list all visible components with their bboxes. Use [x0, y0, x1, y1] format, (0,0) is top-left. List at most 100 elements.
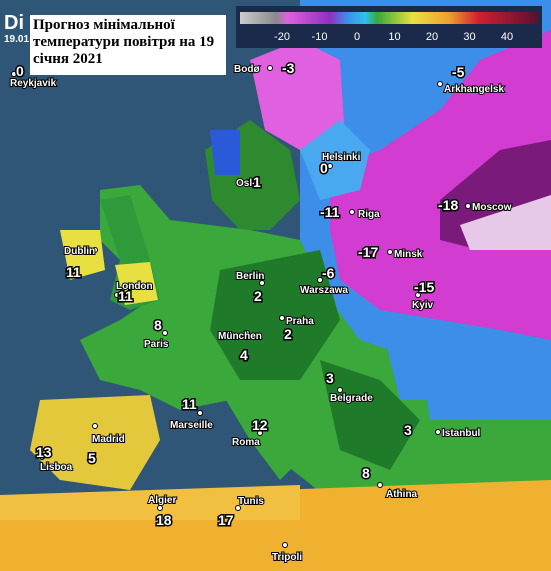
city-dot [435, 429, 441, 435]
legend-tick-label: 30 [463, 31, 475, 43]
legend-tick-label: 10 [388, 31, 400, 43]
city-dot [197, 410, 203, 416]
city-label: Tunis [238, 496, 264, 507]
temperature-label: 4 [240, 347, 248, 363]
temperature-label: 2 [254, 288, 262, 304]
city-label: London [116, 281, 153, 292]
legend-tick-label: 0 [354, 31, 360, 43]
temperature-label: 12 [252, 417, 268, 433]
region-norway-cold [210, 130, 240, 175]
city-label: Athina [386, 489, 418, 500]
day-label: Di [4, 12, 24, 34]
city-dot [282, 542, 288, 548]
title: Прогноз мінімальної температури повітря … [30, 15, 226, 75]
city-label: Kyiv [412, 300, 434, 311]
city-label: Minsk [394, 249, 423, 260]
temperature-label: 11 [182, 396, 197, 412]
city-label: Algier [148, 495, 176, 506]
region-africa-coast [0, 485, 300, 520]
temperature-label: -6 [322, 265, 335, 281]
temperature-label: 3 [326, 370, 334, 386]
temperature-label: -15 [414, 279, 434, 295]
city-label: Tripoli [272, 552, 302, 563]
city-dot [349, 209, 355, 215]
region-north-frost [250, 40, 345, 150]
temperature-label: 3 [404, 422, 412, 438]
temperature-label: 11 [118, 288, 133, 304]
city-label: Arkhangelsk [444, 84, 504, 95]
city-dot [92, 247, 98, 253]
region-ireland [60, 230, 105, 280]
city-dot [259, 280, 265, 286]
city-label: Warszawa [300, 285, 348, 296]
city-label: Reykjavik [10, 78, 57, 89]
city-label: Helsinki [322, 152, 361, 163]
city-label: Madrid [92, 434, 125, 445]
region-london [115, 262, 158, 305]
city-label: Lisboa [40, 462, 73, 473]
region-iberia [30, 395, 160, 490]
city-dot [327, 163, 333, 169]
date-label: 19.01 [4, 34, 30, 45]
temperature-label: 2 [284, 326, 292, 342]
city-dot [235, 505, 241, 511]
city-dot [465, 203, 471, 209]
city-dot [267, 65, 273, 71]
legend-tick-label: 20 [426, 31, 438, 43]
region-finland [300, 120, 370, 200]
legend-colorbar [240, 12, 538, 24]
city-dot [162, 330, 168, 336]
temperature-label: -3 [282, 60, 295, 76]
city-label: Riga [358, 209, 380, 220]
city-dot [245, 179, 251, 185]
temperature-label: 1 [253, 174, 261, 190]
region-east-balkans [380, 320, 450, 400]
city-dot [157, 505, 163, 511]
temperature-label: 18 [156, 512, 172, 528]
region-extreme-frost [460, 195, 551, 250]
city-dot [337, 387, 343, 393]
city-dot [437, 81, 443, 87]
temperature-label: -11 [320, 204, 340, 220]
temperature-label: 8 [154, 317, 162, 333]
temperature-label: 0 [320, 160, 328, 176]
temperature-label: 5 [88, 450, 96, 466]
temperature-label: 8 [362, 465, 370, 481]
city-dot [415, 292, 421, 298]
city-label: Paris [144, 339, 169, 350]
legend-tick-label: 40 [501, 31, 513, 43]
legend-tick-label: -20 [274, 31, 290, 43]
city-dot [39, 454, 45, 460]
city-dot [317, 277, 323, 283]
legend-tick-label: -10 [312, 31, 328, 43]
city-label: Praha [286, 316, 314, 327]
city-label: Roma [232, 437, 260, 448]
city-label: Dublin [64, 246, 95, 257]
city-label: Belgrade [330, 393, 373, 404]
city-label: Berlin [236, 271, 264, 282]
city-label: Moscow [472, 202, 512, 213]
temperature-label: -18 [438, 197, 458, 213]
city-dot [244, 330, 250, 336]
city-label: Bodø [234, 64, 260, 75]
city-label: München [218, 331, 262, 342]
region-frost [330, 30, 551, 340]
temperature-label: -17 [358, 244, 378, 260]
city-dot [279, 315, 285, 321]
region-balkans [320, 360, 420, 470]
city-label: Oslo [236, 178, 258, 189]
city-dot [257, 430, 263, 436]
city-dot [387, 249, 393, 255]
city-label: Marseille [170, 420, 213, 431]
temperature-label: 13 [36, 444, 52, 460]
temperature-label: -5 [452, 64, 465, 80]
city-dot [114, 292, 120, 298]
temperature-label: 0 [16, 63, 24, 79]
region-central [210, 250, 340, 380]
city-label: Istanbul [442, 428, 481, 439]
city-dot [92, 423, 98, 429]
temperature-label: 11 [66, 264, 81, 280]
city-dot [11, 71, 17, 77]
